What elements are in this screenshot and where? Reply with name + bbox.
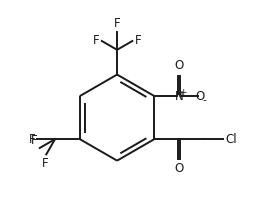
Text: Cl: Cl	[225, 133, 237, 146]
Text: F: F	[42, 157, 48, 170]
Text: F: F	[31, 134, 38, 147]
Text: F: F	[135, 34, 142, 48]
Text: +: +	[179, 88, 187, 97]
Text: N: N	[175, 90, 184, 103]
Text: -: -	[202, 95, 206, 105]
Text: F: F	[29, 133, 35, 146]
Text: F: F	[93, 34, 99, 48]
Text: O: O	[174, 162, 184, 175]
Text: F: F	[114, 17, 120, 30]
Text: O: O	[196, 90, 205, 103]
Text: O: O	[174, 60, 184, 72]
